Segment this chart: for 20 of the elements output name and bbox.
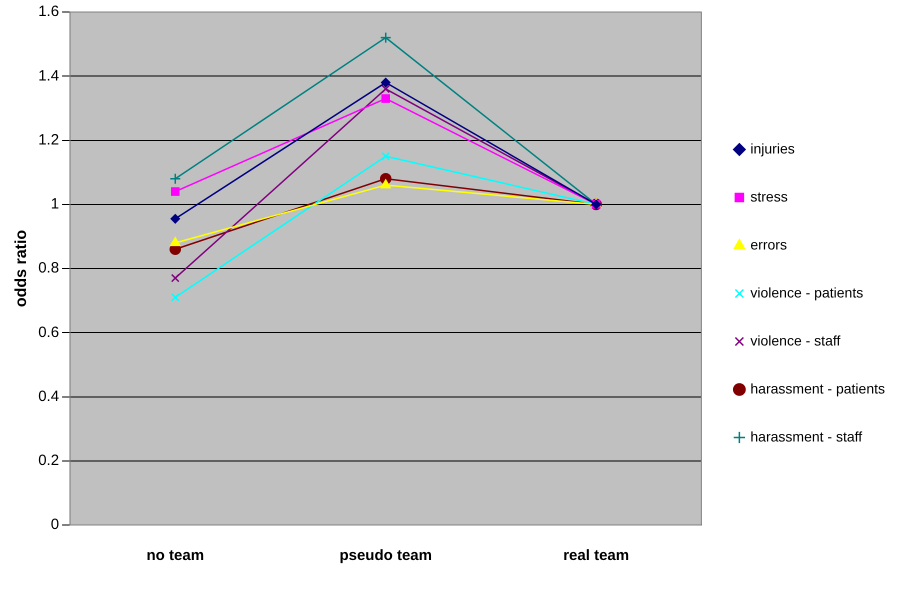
legend-label: violence - patients: [750, 284, 864, 300]
legend-label: harassment - staff: [750, 428, 862, 444]
y-axis-title: odds ratio: [13, 230, 30, 308]
legend-label: errors: [750, 236, 787, 252]
y-tick-label: 1.6: [38, 3, 60, 20]
y-tick-label: 1.4: [38, 67, 60, 84]
x-tick-label: real team: [563, 547, 630, 564]
legend-label: harassment - patients: [750, 380, 886, 396]
y-tick-label: 1.2: [38, 131, 60, 148]
legend-label: injuries: [750, 140, 795, 156]
y-tick-label: 1: [50, 196, 60, 213]
legend-label: stress: [750, 188, 788, 204]
y-tick-label: 0.8: [38, 260, 60, 277]
legend-label: violence - staff: [750, 332, 840, 348]
y-tick-label: 0.4: [38, 388, 60, 405]
x-tick-label: no team: [146, 547, 204, 564]
y-tick-label: 0: [50, 516, 60, 534]
y-tick-label: 0.6: [38, 324, 60, 341]
y-tick-label: 0.2: [38, 452, 60, 470]
x-tick-label: pseudo team: [339, 547, 432, 564]
